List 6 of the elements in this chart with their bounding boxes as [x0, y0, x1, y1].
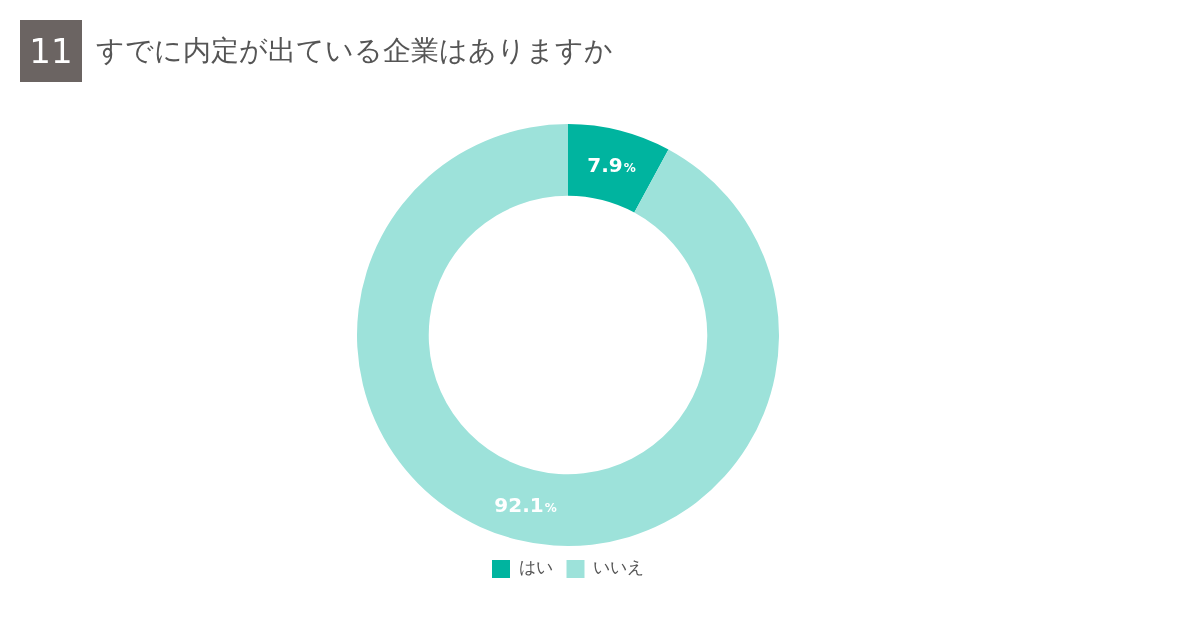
legend-label: いいえ	[593, 557, 644, 578]
legend-label: はい	[518, 557, 553, 578]
text: 11	[20, 20, 82, 82]
chart-title: すでに内定が出ている企業はありますか	[96, 33, 613, 69]
data-label: 7.9%	[587, 153, 636, 178]
data-label: 92.1%	[494, 492, 557, 517]
